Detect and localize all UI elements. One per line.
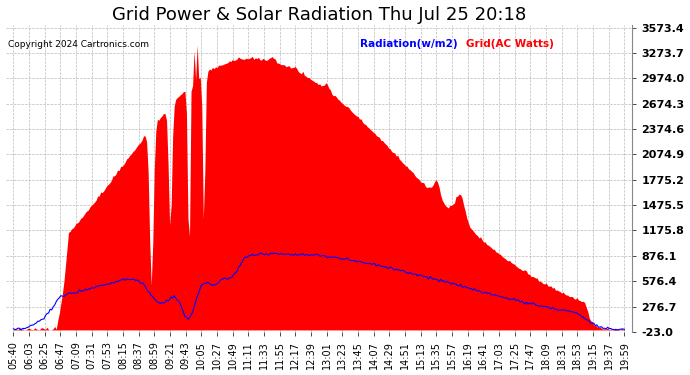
Text: Radiation(w/m2): Radiation(w/m2) <box>359 39 457 49</box>
Text: Copyright 2024 Cartronics.com: Copyright 2024 Cartronics.com <box>8 40 149 49</box>
Title: Grid Power & Solar Radiation Thu Jul 25 20:18: Grid Power & Solar Radiation Thu Jul 25 … <box>112 6 526 24</box>
Text: Grid(AC Watts): Grid(AC Watts) <box>466 39 554 49</box>
